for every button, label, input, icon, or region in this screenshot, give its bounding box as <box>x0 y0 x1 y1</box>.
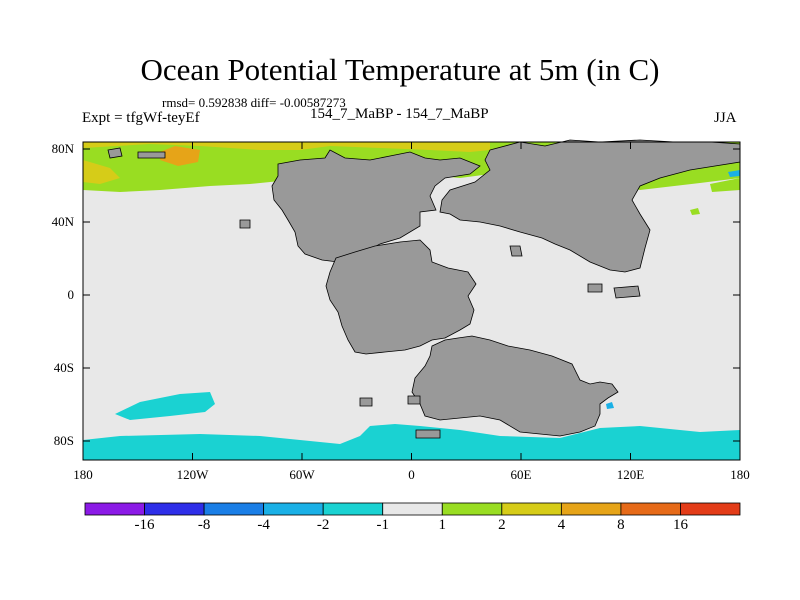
colorbar-swatch <box>322 502 384 516</box>
land-island-small-3 <box>239 219 251 229</box>
colorbar-label: 2 <box>498 517 506 533</box>
lon-label-60e: 60E <box>510 467 532 482</box>
colorbar-label: -4 <box>257 517 270 533</box>
colorbar-label: -1 <box>376 517 389 533</box>
warm-patch-east <box>710 178 740 192</box>
colorbar-swatch <box>144 502 205 516</box>
colorbar-label: -2 <box>316 517 330 533</box>
land-africa-antarctic <box>411 335 619 437</box>
lon-label-0: 0 <box>408 467 415 482</box>
land-island-small-7 <box>613 285 641 299</box>
colorbar-swatch <box>680 502 741 516</box>
arctic-warm-hotspot <box>160 146 200 166</box>
lon-label-60w: 60W <box>289 467 315 482</box>
colorbar-swatch <box>501 502 562 516</box>
land-island-small-8 <box>509 245 523 257</box>
land-island-small-6 <box>587 283 603 293</box>
colorbar-label: 4 <box>557 517 566 533</box>
arctic-warm-core <box>83 142 490 184</box>
lat-label-40n: 40N <box>51 214 74 229</box>
colorbar <box>84 502 741 516</box>
land-island-small-4 <box>407 395 421 405</box>
colorbar-label: 16 <box>672 517 688 533</box>
stats-label: rmsd= 0.592838 diff= -0.00587273 <box>162 95 346 110</box>
case-pair-label: 154_7_MaBP - 154_7_MaBP <box>310 106 489 122</box>
lon-label-120e: 120E <box>616 467 645 482</box>
colorbar-label: 1 <box>438 517 447 533</box>
southern-cool-patch-west <box>115 392 215 420</box>
lon-label-180w: 180 <box>73 467 93 482</box>
lat-label-0: 0 <box>67 287 75 302</box>
warm-patch-small <box>690 208 700 215</box>
colorbar-swatch <box>203 502 265 516</box>
colorbar-label: -8 <box>197 517 211 533</box>
colorbar-swatch <box>560 502 622 516</box>
southern-cool-spot <box>606 402 614 409</box>
land-south-america <box>325 239 477 355</box>
lon-label-120w: 120W <box>176 467 209 482</box>
lon-label-180e: 180 <box>730 467 750 482</box>
map-plot <box>82 139 741 461</box>
colorbar-swatch <box>263 502 324 516</box>
axis-ticks <box>82 142 741 460</box>
colorbar-label: 8 <box>617 517 625 533</box>
cool-spot-north <box>728 170 740 177</box>
lat-label-80s: 80S <box>53 433 74 448</box>
land-island-small-9 <box>359 397 373 407</box>
land-island-small-1 <box>107 147 123 159</box>
colorbar-label: -16 <box>134 517 155 533</box>
map-title: Ocean Potential Temperature at 5m (in C) <box>140 52 660 87</box>
colorbar-swatch <box>620 502 681 516</box>
colorbar-swatch <box>382 502 443 516</box>
land-island-small-5 <box>415 429 441 439</box>
colorbar-swatch <box>84 502 145 516</box>
experiment-label: Expt = tfgWf-teyEf <box>82 110 200 126</box>
colorbar-swatch <box>441 502 503 516</box>
season-label: JJA <box>714 110 737 126</box>
lat-label-40s: 40S <box>53 360 74 375</box>
land-north-america <box>271 149 481 263</box>
southern-cool-band <box>83 424 740 460</box>
lat-label-80n: 80N <box>51 141 74 156</box>
land-island-small-2 <box>137 151 166 159</box>
